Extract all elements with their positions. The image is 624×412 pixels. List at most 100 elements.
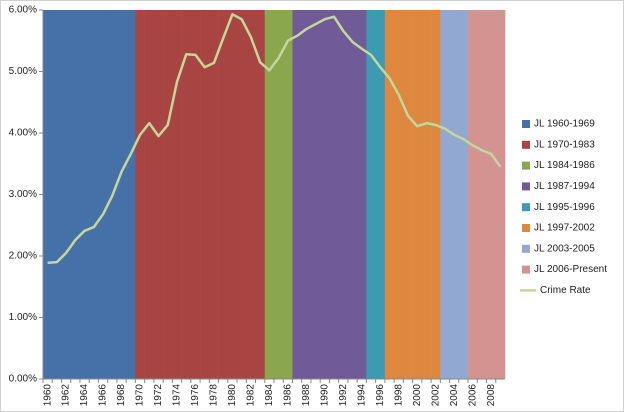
bar bbox=[246, 10, 256, 379]
legend-label: JL 1987-1994 bbox=[534, 181, 595, 192]
x-tick-label: 1970 bbox=[135, 384, 146, 407]
y-tick-label: 0.00% bbox=[9, 374, 37, 385]
bar bbox=[52, 10, 62, 379]
bar bbox=[190, 10, 201, 379]
bar bbox=[61, 10, 72, 379]
bar bbox=[421, 10, 432, 379]
legend-swatch bbox=[522, 182, 530, 191]
bar bbox=[79, 10, 90, 379]
bar bbox=[283, 10, 293, 379]
bar bbox=[264, 10, 275, 379]
bar bbox=[375, 10, 386, 379]
x-tick-label: 1978 bbox=[209, 384, 220, 407]
bar bbox=[495, 10, 506, 379]
bar bbox=[144, 10, 155, 379]
bar bbox=[310, 10, 321, 379]
bar bbox=[126, 10, 136, 379]
bar bbox=[357, 10, 367, 379]
bar bbox=[320, 10, 330, 379]
bar bbox=[458, 10, 469, 379]
bar bbox=[366, 10, 376, 379]
legend-label: JL 1960-1969 bbox=[534, 119, 595, 130]
bar bbox=[292, 10, 303, 379]
line bbox=[47, 13, 502, 265]
bar bbox=[468, 10, 478, 379]
bar bbox=[412, 10, 423, 379]
bar bbox=[274, 10, 284, 379]
bar bbox=[135, 10, 145, 379]
x-tick-label: 1980 bbox=[227, 384, 238, 407]
x-tick-label: 2004 bbox=[449, 384, 460, 407]
legend-swatch bbox=[522, 140, 530, 149]
bar bbox=[384, 10, 395, 379]
bar bbox=[403, 10, 413, 379]
y-tick-label: 4.00% bbox=[9, 128, 37, 139]
bar bbox=[98, 10, 108, 379]
legend-label: JL 2003-2005 bbox=[534, 243, 595, 254]
y-tick-label: 2.00% bbox=[9, 251, 37, 262]
x-tick-label: 1982 bbox=[246, 384, 257, 407]
bar bbox=[394, 10, 404, 379]
bar bbox=[209, 10, 219, 379]
x-tick-label: 1976 bbox=[190, 384, 201, 407]
x-tick-label: 1996 bbox=[375, 384, 386, 407]
x-tick-label: 2000 bbox=[412, 384, 423, 407]
legend-swatch bbox=[522, 161, 530, 170]
x-tick-label: 2006 bbox=[467, 384, 478, 407]
bar bbox=[89, 10, 99, 379]
legend-label: JL 1970-1983 bbox=[534, 139, 595, 150]
legend-label: JL 1997-2002 bbox=[534, 223, 595, 234]
x-tick-label: 2002 bbox=[430, 384, 441, 407]
x-tick-label: 1964 bbox=[79, 384, 90, 407]
x-tick-label: 1960 bbox=[42, 384, 53, 407]
bar bbox=[440, 10, 450, 379]
x-tick-label: 1986 bbox=[283, 384, 294, 407]
legend-swatch bbox=[522, 265, 530, 274]
bar bbox=[338, 10, 349, 379]
x-tick-label: 1974 bbox=[172, 384, 183, 407]
bar bbox=[181, 10, 192, 379]
y-tick-label: 5.00% bbox=[9, 66, 37, 77]
y-tick-label: 3.00% bbox=[9, 189, 37, 200]
y-tick-label: 1.00% bbox=[9, 312, 37, 323]
bar bbox=[486, 10, 497, 379]
bar bbox=[43, 10, 53, 379]
bar bbox=[218, 10, 229, 379]
x-tick-label: 1990 bbox=[319, 384, 330, 407]
x-tick-label: 1988 bbox=[301, 384, 312, 407]
legend-swatch bbox=[522, 203, 530, 212]
bar bbox=[153, 10, 164, 379]
legend-swatch bbox=[522, 120, 530, 128]
legend-swatch bbox=[522, 244, 530, 253]
x-tick-label: 1984 bbox=[264, 384, 275, 407]
x-tick-label: 1962 bbox=[61, 384, 72, 407]
legend-label: JL 1984-1986 bbox=[534, 160, 595, 171]
bar bbox=[116, 10, 127, 379]
x-tick-label: 1994 bbox=[356, 384, 367, 407]
bar bbox=[255, 10, 266, 379]
bar bbox=[172, 10, 182, 379]
bar bbox=[70, 10, 81, 379]
bar bbox=[200, 10, 210, 379]
x-tick-label: 1972 bbox=[153, 384, 164, 407]
bar bbox=[431, 10, 441, 379]
legend-label: JL 2006-Present bbox=[534, 264, 607, 275]
bar bbox=[477, 10, 487, 379]
legend-label: JL 1995-1996 bbox=[534, 202, 595, 213]
legend-label: Crime Rate bbox=[540, 285, 591, 296]
bar bbox=[329, 10, 339, 379]
x-tick-label: 1998 bbox=[393, 384, 404, 407]
bar bbox=[301, 10, 312, 379]
legend-swatch bbox=[522, 224, 530, 232]
x-tick-label: 1968 bbox=[116, 384, 127, 407]
y-tick-label: 6.00% bbox=[9, 5, 37, 16]
bar bbox=[347, 10, 358, 379]
bar bbox=[449, 10, 460, 379]
x-tick-label: 1992 bbox=[338, 384, 349, 407]
x-tick-label: 1966 bbox=[98, 384, 109, 407]
bar bbox=[227, 10, 238, 379]
bar bbox=[237, 10, 247, 379]
bar bbox=[163, 10, 173, 379]
